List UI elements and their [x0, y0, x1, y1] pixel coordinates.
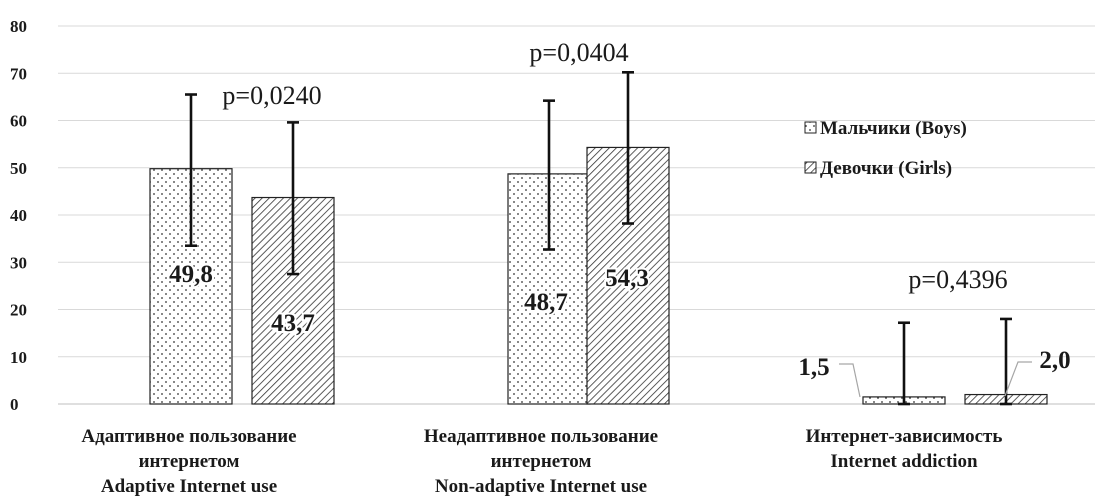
- y-tick-label: 10: [10, 348, 27, 367]
- data-label: 54,3: [605, 265, 649, 292]
- x-category-label: Неадаптивное пользование: [424, 426, 658, 447]
- legend-swatch-boys: [804, 121, 817, 134]
- y-tick-label: 20: [10, 301, 27, 320]
- legend-label-girls: Девочки (Girls): [820, 158, 952, 179]
- y-tick-label: 60: [10, 112, 27, 131]
- legend-label-boys: Мальчики (Boys): [820, 118, 967, 139]
- x-category-label: интернетом: [139, 451, 240, 472]
- error-bars: [185, 71, 1012, 406]
- p-value-annotation: p=0,0240: [222, 81, 321, 110]
- legend-swatch-girls: [804, 161, 817, 174]
- data-label: 48,7: [524, 289, 568, 316]
- data-label: 1,5: [798, 354, 829, 381]
- x-category-label: интернетом: [491, 451, 592, 472]
- y-tick-label: 50: [10, 159, 27, 178]
- x-category-label: Интернет-зависимость: [806, 426, 1003, 447]
- y-tick-label: 30: [10, 253, 27, 272]
- x-category-label: Internet addiction: [830, 451, 978, 472]
- labels: 49,8 43,7 48,7 54,3 1,5 2,0 p=0,0240 p=0,0404 p=…: [81, 38, 1070, 497]
- y-tick-label: 0: [10, 395, 19, 414]
- y-tick-label: 80: [10, 17, 27, 36]
- y-tick-label: 70: [10, 64, 27, 83]
- leader-line: [839, 363, 861, 398]
- y-axis: 0 10 20 30 40 50 60 70 80: [10, 17, 27, 414]
- legend: Мальчики (Boys) Девочки (Girls): [804, 118, 967, 179]
- x-category-label: Adaptive Internet use: [101, 476, 277, 497]
- data-label: 43,7: [271, 310, 315, 337]
- y-tick-label: 40: [10, 206, 27, 225]
- x-category-label: Non-adaptive Internet use: [435, 476, 647, 497]
- leader-line: [1004, 361, 1032, 397]
- data-label: 49,8: [169, 261, 213, 288]
- data-label: 2,0: [1039, 347, 1070, 374]
- x-category-label: Адаптивное пользование: [81, 426, 296, 447]
- p-value-annotation: p=0,4396: [908, 265, 1007, 294]
- p-value-annotation: p=0,0404: [529, 38, 628, 67]
